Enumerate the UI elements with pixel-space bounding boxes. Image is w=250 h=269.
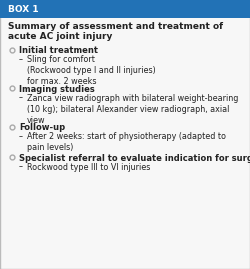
Text: acute AC joint injury: acute AC joint injury [8,32,113,41]
Text: –: – [19,132,23,141]
Text: Rockwood type III to VI injuries: Rockwood type III to VI injuries [27,162,150,172]
Text: –: – [19,162,23,172]
Text: Follow-up: Follow-up [19,123,65,132]
Text: Imaging studies: Imaging studies [19,84,95,94]
Text: Initial treatment: Initial treatment [19,46,98,55]
Text: Specialist referral to evaluate indication for surgery: Specialist referral to evaluate indicati… [19,154,250,162]
Text: Zanca view radiograph with bilateral weight-bearing
(10 kg); bilateral Alexander: Zanca view radiograph with bilateral wei… [27,94,238,125]
Text: After 2 weeks: start of physiotherapy (adapted to
pain levels): After 2 weeks: start of physiotherapy (a… [27,132,226,152]
Text: –: – [19,94,23,102]
Text: Summary of assessment and treatment of: Summary of assessment and treatment of [8,22,223,31]
Text: BOX 1: BOX 1 [8,5,38,13]
Text: Sling for comfort
(Rockwood type I and II injuries)
for max. 2 weeks: Sling for comfort (Rockwood type I and I… [27,55,156,86]
Text: –: – [19,55,23,64]
